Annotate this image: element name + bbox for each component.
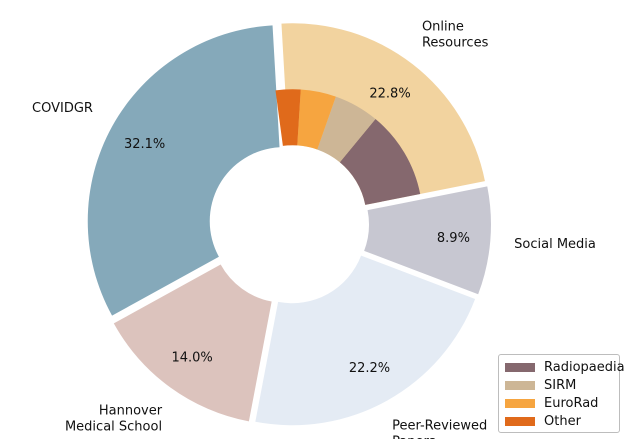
legend-item: Radiopaedia [505,358,625,376]
slice-category-label: Hannover Medical School [65,403,163,434]
inner-breakdown-ring [275,89,421,205]
slice-percent-label: 14.0% [171,351,212,366]
legend-swatch [505,416,535,426]
slice-category-label: COVIDGR [32,101,93,116]
legend-label: SIRM [544,377,577,393]
legend-item: EuroRad [505,394,613,412]
legend-item: Other [505,412,613,430]
legend-item: SIRM [505,376,613,394]
inner-slice [339,119,421,205]
slice-category-label: Peer-ReviewedPapers [392,419,487,439]
slice-percent-label: 22.8% [369,87,410,102]
legend-swatch [505,380,535,390]
outer-slice [255,255,476,426]
legend-label: Other [544,413,581,429]
inner-slice [297,89,336,150]
outer-slice [113,264,272,422]
slice-category-label: Online Resources [422,19,489,50]
legend-swatch [505,398,535,408]
inner-slice [275,89,301,146]
slice-percent-label: 32.1% [124,137,165,152]
slice-percent-label: 8.9% [437,231,470,246]
outer-slice [87,25,280,316]
outer-ring [87,23,491,426]
chart-legend: Radiopaedia SIRM EuroRad Other [498,354,625,433]
outer-slice [364,186,491,295]
slice-percent-label: 22.2% [349,361,390,376]
slice-labels: 22.8% Online Resources 32.1% COVIDGR 14.0% Han… [32,19,596,439]
outer-slice [281,23,485,205]
legend-swatch [505,362,535,372]
slice-category-label: Social Media [514,237,596,252]
legend-label: Radiopaedia [544,359,625,375]
inner-slice [317,96,376,163]
legend-label: EuroRad [544,395,599,411]
